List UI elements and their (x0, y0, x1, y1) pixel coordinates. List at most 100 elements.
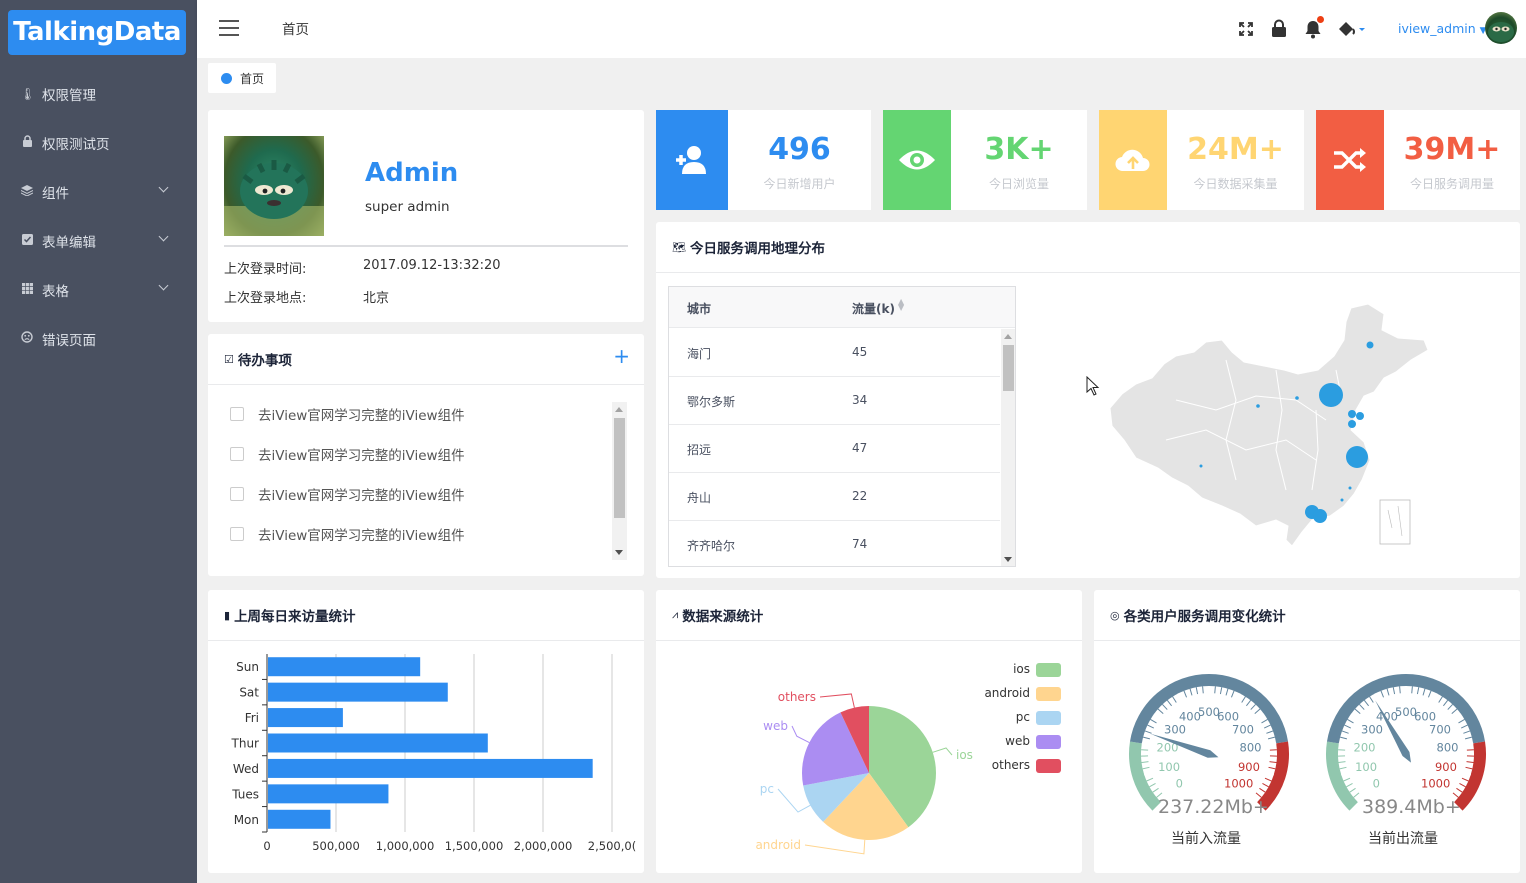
todo-checkbox[interactable] (230, 487, 244, 501)
legend-label[interactable]: android (984, 686, 1030, 700)
username-dropdown[interactable]: iview_admin ▼ (1398, 21, 1487, 36)
todo-checkbox[interactable] (230, 527, 244, 541)
pie-slice-others[interactable] (840, 706, 869, 773)
map-point[interactable] (1319, 383, 1343, 407)
table-header: 城市 流量(k) ▲ ▼ (669, 287, 1015, 328)
map-point[interactable] (1366, 341, 1374, 349)
map-point[interactable] (1199, 464, 1203, 468)
bar-fri[interactable] (268, 708, 343, 728)
gauge-tick (1451, 708, 1458, 715)
weekly-visits-card: ▮ 上周每日来访量统计 0 500,000 1,000,000 1,500,000 2,… (208, 590, 644, 873)
map-point[interactable] (1256, 404, 1260, 408)
scroll-down-icon[interactable] (1004, 557, 1012, 562)
table-row[interactable]: 齐齐哈尔 74 (669, 521, 1000, 566)
profile-card: Admin super admin 上次登录时间: 2017.09.12-13:… (208, 110, 644, 322)
avatar[interactable] (1485, 12, 1517, 44)
legend-label[interactable]: pc (1016, 710, 1030, 724)
todo-item[interactable]: 去iView官网学习完整的iView组件 (230, 524, 465, 544)
sidebar-item-permission-test[interactable]: 权限测试页 (0, 118, 197, 167)
bar-tues[interactable] (268, 784, 389, 804)
x-tick-label: 500,000 (312, 839, 360, 853)
scroll-thumb[interactable] (614, 418, 625, 518)
city-traffic-table: 城市 流量(k) ▲ ▼ 海门 45 鄂尔多斯 34 招远 47 舟山 22 齐齐哈尔 74 (668, 286, 1016, 567)
brand-logo[interactable]: TalkingData (8, 10, 186, 55)
tab-home[interactable]: 首页 (208, 63, 276, 93)
scroll-up-icon[interactable] (615, 407, 623, 412)
legend-label[interactable]: web (1005, 734, 1030, 748)
gauge-tick (1340, 736, 1348, 740)
gauge-tick (1146, 777, 1154, 782)
sidebar-item-permission[interactable]: 🌡 权限管理 (0, 69, 197, 118)
map-point[interactable] (1348, 410, 1356, 418)
todo-checkbox[interactable] (230, 447, 244, 461)
header-breadcrumb: 首页 (282, 22, 309, 38)
table-row[interactable]: 舟山 22 (669, 473, 1000, 521)
sidebar-item-error-page[interactable]: 错误页面 (0, 314, 197, 363)
gauge-tick (1447, 704, 1453, 710)
map-point[interactable] (1356, 412, 1364, 420)
legend-swatch[interactable] (1036, 663, 1061, 677)
legend-swatch[interactable] (1036, 735, 1061, 749)
map-point[interactable] (1313, 509, 1327, 523)
bar-sun[interactable] (268, 657, 421, 677)
pie-slice-web[interactable] (802, 712, 869, 786)
table-row[interactable]: 海门 45 (669, 329, 1000, 377)
legend-swatch[interactable] (1036, 711, 1061, 725)
scroll-down-icon[interactable] (615, 550, 623, 555)
legend-swatch[interactable] (1036, 687, 1061, 701)
gauge-tick-label: 100 (1158, 760, 1180, 774)
fullscreen-icon[interactable] (1235, 18, 1257, 40)
sidebar-item-tables[interactable]: 表格 (0, 265, 197, 314)
bar-mon[interactable] (268, 809, 331, 829)
legend-label[interactable]: others (992, 758, 1030, 772)
gauge-tick (1264, 777, 1272, 782)
bell-icon[interactable] (1302, 16, 1324, 40)
pie-slice-ios[interactable] (869, 706, 936, 828)
bar-wed[interactable] (268, 758, 593, 778)
bar-thur[interactable] (268, 733, 488, 753)
sidebar-item-components[interactable]: 组件 (0, 167, 197, 216)
china-map[interactable] (1106, 300, 1436, 560)
dashboard-icon: ◎ (1110, 608, 1120, 622)
menu-toggle-icon[interactable] (219, 20, 239, 36)
sidebar-item-form-edit[interactable]: 表单编辑 (0, 216, 197, 265)
paint-bucket-icon[interactable] (1336, 18, 1366, 40)
todo-checkbox[interactable] (230, 407, 244, 421)
add-todo-button[interactable]: + (613, 344, 630, 368)
todo-item[interactable]: 去iView官网学习完整的iView组件 (230, 404, 465, 424)
table-row[interactable]: 鄂尔多斯 34 (669, 377, 1000, 425)
gauge-tick (1456, 787, 1463, 793)
legend-swatch[interactable] (1036, 759, 1061, 773)
lock-icon[interactable] (1268, 18, 1290, 40)
last-login-place: 北京 (363, 291, 390, 306)
pie-slice-pc[interactable] (803, 773, 869, 822)
map-point[interactable] (1348, 420, 1356, 428)
gauge-tick (1162, 704, 1168, 710)
sidebar-item-label: 错误页面 (42, 332, 96, 349)
todo-item[interactable]: 去iView官网学习完整的iView组件 (230, 484, 465, 504)
bar-sat[interactable] (268, 682, 448, 702)
pie-label: ios (956, 748, 973, 762)
column-header-traffic[interactable]: 流量(k) (852, 302, 895, 316)
table-row[interactable]: 招远 47 (669, 425, 1000, 473)
gauge-card-title: ◎ 各类用户服务调用变化统计 (1110, 605, 1286, 626)
x-tick-label: 0 (263, 839, 270, 853)
scroll-thumb[interactable] (1003, 345, 1014, 391)
todo-item[interactable]: 去iView官网学习完整的iView组件 (230, 444, 465, 464)
last-login-place-label: 上次登录地点: (224, 291, 307, 306)
map-point[interactable] (1348, 486, 1352, 490)
gauge-tick (1141, 761, 1149, 764)
table-scrollbar[interactable] (1001, 329, 1015, 566)
map-point[interactable] (1340, 498, 1344, 502)
todo-scrollbar[interactable] (612, 402, 627, 560)
scroll-up-icon[interactable] (1004, 334, 1012, 339)
sort-icon[interactable]: ▲ ▼ (898, 297, 905, 312)
gauge-tick-label: 0 (1373, 777, 1380, 791)
gauge-tick (1399, 686, 1401, 694)
pie-slice-android[interactable] (823, 773, 909, 840)
map-point[interactable] (1295, 396, 1299, 400)
gauge-tick (1461, 777, 1469, 782)
sad-face-icon (20, 331, 34, 346)
map-point[interactable] (1346, 446, 1368, 468)
legend-label[interactable]: ios (1013, 662, 1030, 676)
